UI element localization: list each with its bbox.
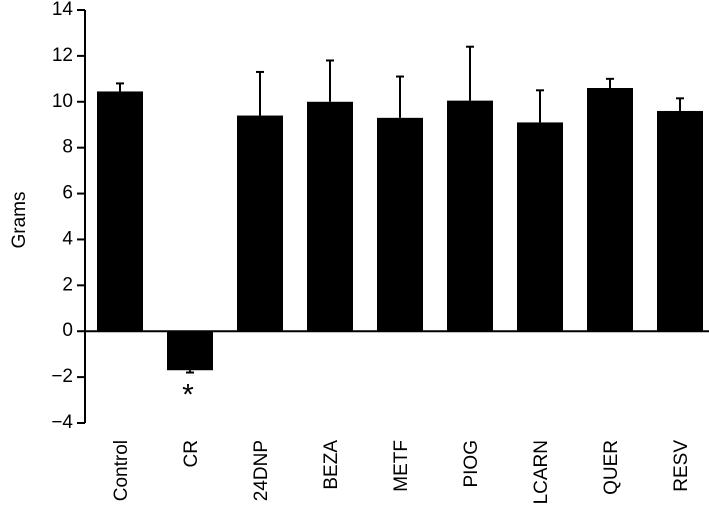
y-tick-label: 6: [62, 183, 73, 204]
x-tick-label: RESV: [671, 440, 692, 492]
significance-marker: *: [182, 378, 194, 411]
y-tick-label: 0: [62, 320, 73, 341]
y-tick-label: 8: [62, 137, 73, 158]
x-tick-label: BEZA: [321, 440, 342, 490]
x-tick-label: QUER: [601, 440, 622, 495]
y-tick-label: 12: [52, 45, 73, 66]
y-axis-label: Grams: [9, 192, 30, 249]
bar: [447, 100, 493, 332]
bar: [307, 101, 353, 332]
bar: [377, 117, 423, 332]
bar: [517, 122, 563, 332]
y-tick-label: 4: [62, 228, 73, 249]
bar: [587, 88, 633, 332]
x-tick-label: LCARN: [531, 440, 552, 504]
bar: [237, 115, 283, 332]
bar: [657, 110, 703, 332]
y-tick-label: 10: [52, 91, 73, 112]
x-tick-label: 24DNP: [251, 440, 272, 501]
bar: [167, 331, 213, 371]
x-tick-label: CR: [181, 440, 202, 467]
bar: [97, 91, 143, 332]
y-tick-label: 2: [62, 274, 73, 295]
x-tick-label: PIOG: [461, 440, 482, 488]
x-tick-label: METF: [391, 440, 412, 492]
x-tick-label: Control: [111, 440, 132, 501]
y-tick-label: −2: [51, 366, 73, 387]
y-tick-label: 14: [52, 0, 74, 20]
y-tick-label: −4: [51, 412, 73, 433]
